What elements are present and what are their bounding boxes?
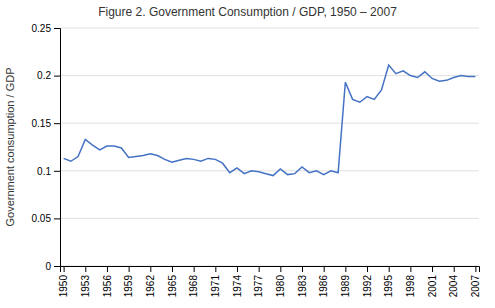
x-tick: 1962 [145,266,156,297]
tick-label: 0 [45,261,51,272]
x-tick: 1950 [58,266,69,297]
axis-line [54,29,61,267]
x-tick: 1971 [210,266,221,297]
x-tick: 1953 [80,266,91,297]
chart: 1950 1953 1956 1959 1962 1965 1968 1971 1974 1977… [0,0,495,308]
tick-mark [324,266,325,272]
tick-label: 1968 [188,275,199,298]
y-tick: 0.05 [32,213,60,224]
x-tick: 1998 [405,266,416,297]
tick-mark [389,266,390,272]
tick-label: 2007 [470,275,481,298]
tick-mark [54,123,60,124]
tick-label: 1965 [167,275,178,298]
tick-label: 1989 [340,275,351,298]
tick-mark [85,266,86,272]
tick-mark [410,266,411,272]
axis-line [61,267,480,273]
tick-mark [64,266,65,272]
grid-line [60,123,479,124]
x-tick: 1992 [362,266,373,297]
tick-label: 1974 [232,275,243,298]
tick-label: 0.15 [32,118,52,129]
tick-label: 1998 [405,275,416,298]
tick-mark [215,266,216,272]
tick-mark [54,28,60,29]
tick-label: 1959 [123,275,134,298]
tick-mark [150,266,151,272]
y-axis-title: Government consumption / GDP [4,68,16,227]
tick-label: 1971 [210,275,221,298]
x-tick: 1989 [340,266,351,297]
tick-label: 2001 [427,275,438,298]
tick-label: 1992 [362,275,373,298]
x-tick: 1974 [232,266,243,297]
tick-mark [54,76,60,77]
tick-mark [54,266,60,267]
grid-line [60,28,479,29]
tick-label: 1950 [58,275,69,298]
tick-mark [280,266,281,272]
tick-label: 0.1 [37,166,51,177]
grid-line [60,75,479,76]
plot: 1950 1953 1956 1959 1962 1965 1968 1971 1974 1977… [32,23,482,298]
y-tick: 0 [45,261,60,272]
y-tick: 0.15 [32,118,60,129]
tick-label: 1956 [102,275,113,298]
tick-mark [237,266,238,272]
x-tick: 1959 [123,266,134,297]
tick-mark [259,266,260,272]
tick-mark [345,266,346,272]
title: Figure 2. Government Consumption / GDP, … [98,5,397,19]
tick-label: 1983 [297,275,308,298]
tick-mark [454,266,455,272]
tick-label: 1962 [145,275,156,298]
x-tick: 1968 [188,266,199,297]
tick-label: 0.25 [32,23,52,34]
grid-line [60,218,479,219]
y-axis: 0 0.05 0.1 0.15 0.2 0.25 [32,23,61,272]
x-tick: 1986 [318,266,329,297]
tick-mark [54,218,60,219]
tick-mark [367,266,368,272]
tick-mark [432,266,433,272]
x-tick: 1995 [383,266,394,297]
marks [64,65,476,175]
y-tick: 0.1 [37,166,60,177]
grid [60,28,479,266]
tick-label: 1995 [383,275,394,298]
tick-mark [54,171,60,172]
tick-label: 1986 [318,275,329,298]
tick-label: 0.05 [32,213,52,224]
tick-mark [129,266,130,272]
x-tick: 1965 [167,266,178,297]
tick-mark [172,266,173,272]
x-axis: 1950 1953 1956 1959 1962 1965 1968 1971 1974 1977… [58,266,481,297]
x-tick: 2004 [448,266,459,297]
tick-mark [475,266,476,272]
x-tick: 1980 [275,266,286,297]
x-tick: 2007 [470,266,481,297]
tick-label: 1953 [80,275,91,298]
x-tick: 1983 [297,266,308,297]
x-tick: 2001 [427,266,438,297]
line [64,65,476,175]
tick-label: 1977 [253,275,264,298]
y-tick: 0.2 [37,70,60,81]
x-tick: 1977 [253,266,264,297]
tick-mark [302,266,303,272]
x-tick: 1956 [102,266,113,297]
tick-mark [107,266,108,272]
y-tick: 0.25 [32,23,60,34]
tick-label: 2004 [448,275,459,298]
tick-label: 1980 [275,275,286,298]
tick-label: 0.2 [37,70,51,81]
grid-line [60,170,479,171]
tick-mark [194,266,195,272]
